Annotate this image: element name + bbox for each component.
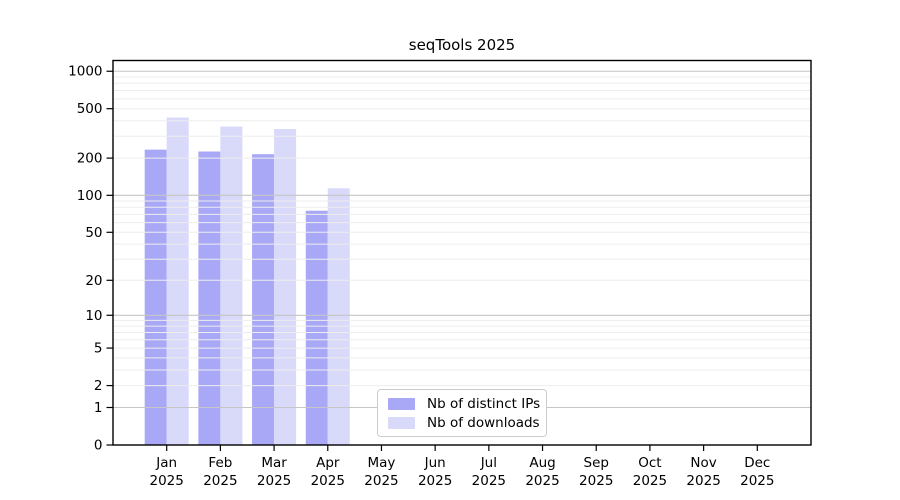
legend-swatch-downloads [388, 416, 415, 429]
x-tick-label-nov: Nov [690, 455, 716, 471]
bar-nb-of-downloads-apr [327, 188, 350, 445]
x-tick-label-jun: Jun [424, 455, 446, 471]
x-tick-label-sep: Sep [584, 455, 609, 471]
y-tick-label-500: 500 [77, 101, 103, 117]
bar-nb-of-distinct-ips-mar [252, 154, 275, 445]
bar-nb-of-downloads-mar [274, 129, 297, 445]
legend-label-downloads: Nb of downloads [427, 414, 540, 431]
legend-item-downloads: Nb of downloads [388, 415, 540, 431]
x-tick-label-aug: Aug [529, 455, 555, 471]
x-tick-label-jan: Jan [155, 455, 177, 471]
x-tick-sublabel-feb: 2025 [203, 473, 237, 489]
x-tick-sublabel-may: 2025 [364, 473, 398, 489]
x-tick-sublabel-nov: 2025 [686, 473, 720, 489]
chart-title: seqTools 2025 [408, 36, 516, 54]
x-tick-label-jul: Jul [480, 455, 497, 471]
bar-nb-of-distinct-ips-feb [198, 151, 221, 445]
x-tick-sublabel-dec: 2025 [740, 473, 774, 489]
bar-nb-of-distinct-ips-jan [144, 149, 167, 445]
x-tick-sublabel-jan: 2025 [150, 473, 184, 489]
y-tick-label-100: 100 [77, 188, 103, 204]
x-tick-sublabel-oct: 2025 [633, 473, 667, 489]
x-tick-sublabel-aug: 2025 [525, 473, 559, 489]
x-tick-sublabel-sep: 2025 [579, 473, 613, 489]
y-tick-label-2: 2 [94, 378, 103, 394]
legend: Nb of distinct IPs Nb of downloads [377, 389, 547, 437]
x-tick-sublabel-jun: 2025 [418, 473, 452, 489]
bar-nb-of-downloads-feb [220, 126, 243, 446]
x-tick-label-apr: Apr [316, 455, 340, 471]
x-tick-sublabel-jul: 2025 [472, 473, 506, 489]
y-tick-label-20: 20 [85, 273, 102, 289]
x-tick-label-mar: Mar [261, 455, 287, 471]
bar-nb-of-distinct-ips-apr [305, 210, 328, 445]
x-tick-label-may: May [368, 455, 396, 471]
y-tick-label-50: 50 [85, 225, 102, 241]
x-tick-sublabel-mar: 2025 [257, 473, 291, 489]
legend-swatch-distinct-ips [388, 397, 415, 410]
x-tick-label-dec: Dec [744, 455, 770, 471]
y-tick-label-1: 1 [94, 400, 103, 416]
legend-item-distinct-ips: Nb of distinct IPs [388, 396, 540, 412]
legend-label-distinct-ips: Nb of distinct IPs [427, 395, 541, 412]
bar-nb-of-downloads-jan [166, 117, 189, 446]
x-tick-sublabel-apr: 2025 [311, 473, 345, 489]
y-tick-label-1000: 1000 [68, 64, 102, 80]
x-tick-label-oct: Oct [638, 455, 661, 471]
y-tick-label-0: 0 [94, 438, 103, 454]
y-tick-label-200: 200 [77, 151, 103, 167]
y-tick-label-10: 10 [85, 308, 102, 324]
y-tick-label-5: 5 [94, 341, 103, 357]
plot-border [112, 59, 812, 446]
x-tick-label-feb: Feb [208, 455, 232, 471]
